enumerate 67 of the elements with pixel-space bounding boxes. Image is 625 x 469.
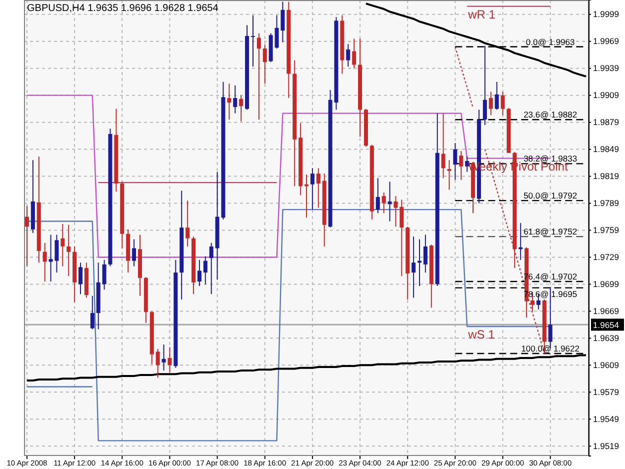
candlestick — [500, 91, 505, 116]
candlestick — [42, 242, 47, 282]
ref-line-label: 1.9654 — [593, 320, 620, 330]
candlestick — [310, 168, 314, 210]
candlestick — [203, 256, 208, 285]
candlestick — [382, 192, 386, 214]
candlestick — [233, 84, 238, 114]
candlestick — [465, 156, 470, 172]
candlestick — [60, 223, 65, 267]
y-tick-label: 1.9699 — [593, 278, 620, 289]
annotation: 50.0@ 1.9792 — [524, 190, 578, 201]
chart-title: GBPUSD,H4 1.9635 1.9696 1.9628 1.9654 — [27, 3, 219, 14]
y-tick-label: 1.9759 — [593, 224, 620, 235]
y-tick-label: 1.9819 — [593, 171, 620, 182]
candlestick — [488, 91, 493, 116]
annotation: 0.0@ 1.9963 — [526, 36, 576, 47]
y-tick-label: 1.9519 — [593, 440, 620, 451]
series-label: wS 1 — [467, 327, 496, 342]
y-tick-label: 1.9639 — [593, 332, 620, 343]
y-tick-label: 1.9939 — [593, 63, 620, 74]
candlestick — [423, 234, 428, 274]
candlestick — [162, 344, 166, 372]
line-series — [364, 2, 588, 78]
annotation: 61.8@ 1.9752 — [524, 226, 578, 237]
candlestick — [24, 205, 29, 267]
candlestick — [186, 200, 190, 247]
annotation: 23.6@ 1.9882 — [524, 110, 578, 120]
candlestick — [494, 81, 499, 110]
candlestick — [209, 242, 214, 295]
series-label: wR 1 — [467, 7, 496, 22]
candlestick — [262, 44, 267, 84]
y-tick-label: 1.9879 — [593, 117, 620, 128]
candlestick — [256, 32, 261, 120]
candlestick — [78, 262, 82, 295]
y-tick-label: 1.9909 — [593, 90, 620, 100]
candlestick — [400, 199, 404, 277]
candlestick — [346, 44, 350, 68]
candlestick — [90, 295, 94, 330]
y-tick-label: 1.9669 — [593, 306, 620, 316]
candlestick — [352, 38, 356, 69]
candlestick — [482, 45, 487, 126]
candlestick — [447, 160, 452, 190]
candlestick — [459, 150, 464, 180]
y-tick-label: 1.9579 — [593, 386, 620, 397]
y-tick-label: 1.9729 — [593, 252, 620, 262]
candlestick — [376, 178, 380, 214]
y-tick-label: 1.9789 — [593, 198, 620, 208]
candlestick — [453, 142, 458, 180]
candlestick — [239, 94, 244, 122]
candlestick — [197, 259, 202, 287]
y-tick-label: 1.9969 — [593, 36, 620, 46]
y-tick-label: 1.9999 — [593, 9, 620, 20]
candlestick — [441, 112, 446, 179]
candlestick — [250, 14, 255, 68]
candlestick — [156, 348, 160, 378]
y-tick-label: 1.9849 — [593, 144, 620, 154]
candlestick — [132, 238, 136, 267]
y-tick-label: 1.9609 — [593, 360, 620, 370]
candlestick — [102, 259, 106, 290]
candlestick — [388, 181, 392, 222]
candlestick — [227, 83, 232, 120]
candlestick — [168, 346, 172, 373]
candlestick — [412, 236, 416, 298]
candlestick — [316, 168, 320, 208]
y-tick-label: 1.9549 — [593, 414, 620, 424]
candlestick — [66, 224, 71, 277]
candlestick — [394, 196, 398, 228]
